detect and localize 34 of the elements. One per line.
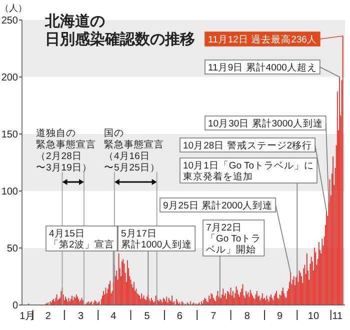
- y-tick-label: 50: [6, 244, 18, 254]
- x-tick-label: 6: [176, 311, 183, 322]
- annotation: 11月12日 過去最高236人: [204, 32, 344, 46]
- x-tick-label: 2: [45, 311, 52, 322]
- x-tick-label: 5: [144, 311, 150, 322]
- annotation: 11月9日 累計4000人超え: [204, 60, 340, 78]
- annotation: 道独自の緊急事態宣言（2月28日〜3月19日）: [36, 127, 96, 174]
- x-tick-label: 10: [308, 311, 320, 322]
- annotation: 10月30日 累計3000人到達: [208, 118, 323, 130]
- x-tick-label: 4: [110, 311, 117, 322]
- y-tick-label: 100: [1, 186, 18, 198]
- annotation: 9月25日 累計2000人到達: [163, 200, 273, 212]
- y-axis-title: （人）: [0, 3, 27, 13]
- annotation: 7月22日「Go Toトラベル」開始: [202, 220, 265, 300]
- x-tick-label: 9: [276, 311, 283, 322]
- x-tick-label: 3: [78, 311, 84, 322]
- x-tick-label: 8: [244, 311, 250, 322]
- y-tick-label: 250: [1, 16, 18, 26]
- annotation: 5月17日累計1000人到達: [121, 228, 192, 250]
- annotation: 11月9日 累計4000人超え: [208, 62, 317, 74]
- y-tick-label: 150: [1, 130, 18, 140]
- x-tick-label: 7: [210, 311, 217, 322]
- annotation: 国の緊急事態宣言（4月16日〜5月25日）: [104, 128, 164, 174]
- annotation: 7月22日「Go Toトラベル」開始: [206, 222, 262, 256]
- annotation: 4月15日「第2波」宣言: [46, 226, 118, 283]
- annotation: 10月1日「Go Toトラベル」に東京発着を追加: [183, 160, 314, 182]
- y-tick-label: 0: [12, 300, 18, 312]
- x-tick-label: 11: [332, 311, 344, 322]
- chart-title: 北海道の日別感染確認数の推移: [44, 13, 195, 48]
- y-tick-label: 200: [1, 72, 18, 84]
- annotation: 4月15日「第2波」宣言: [49, 228, 114, 250]
- annotation: 11月12日 過去最高236人: [208, 34, 317, 46]
- annotation: 5月17日累計1000人到達: [118, 226, 196, 296]
- annotation: 10月28日 警戒ステージ2移行: [183, 140, 312, 152]
